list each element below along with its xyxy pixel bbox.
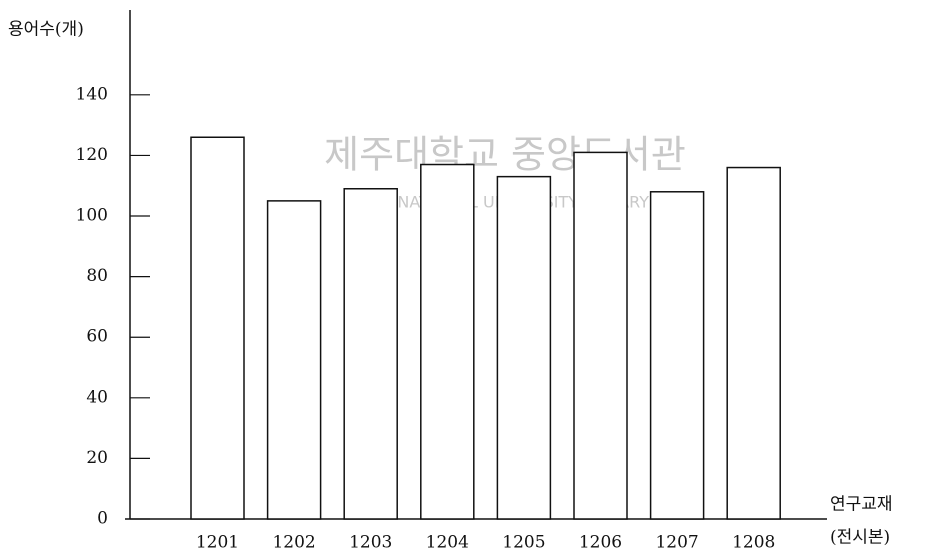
x-tick-label: 1202 — [272, 533, 315, 553]
bar — [266, 200, 322, 520]
x-tick-label: 1207 — [655, 533, 698, 553]
y-tick-label: 40 — [86, 387, 108, 407]
y-tick-label: 140 — [76, 84, 108, 104]
x-tick-label: 1203 — [349, 533, 392, 553]
y-axis-label: 용어수(개) — [8, 20, 84, 40]
y-tick-label: 80 — [86, 266, 108, 286]
x-tick-label: 1208 — [732, 533, 775, 553]
bar — [649, 191, 705, 520]
x-tick-label: 1201 — [196, 533, 239, 553]
y-tick-label: 60 — [86, 327, 108, 347]
bar — [420, 163, 475, 520]
x-tick-label: 1206 — [579, 533, 622, 553]
bar — [190, 136, 245, 520]
watermark-title: 제주대학교 중앙도서관 — [324, 133, 686, 177]
y-tick-label: 0 — [97, 509, 108, 529]
bar — [496, 175, 552, 520]
bar — [726, 166, 781, 520]
x-tick-label: 1205 — [502, 533, 545, 553]
y-tick-label: 20 — [86, 448, 108, 468]
x-axis-label: 연구교재 — [830, 495, 893, 515]
y-tick-label: 100 — [76, 206, 108, 226]
y-tick-label: 120 — [76, 145, 108, 165]
bar — [343, 188, 398, 520]
bar — [573, 151, 628, 520]
x-axis-note: (전시본) — [830, 528, 890, 548]
x-tick-label: 1204 — [426, 533, 469, 553]
